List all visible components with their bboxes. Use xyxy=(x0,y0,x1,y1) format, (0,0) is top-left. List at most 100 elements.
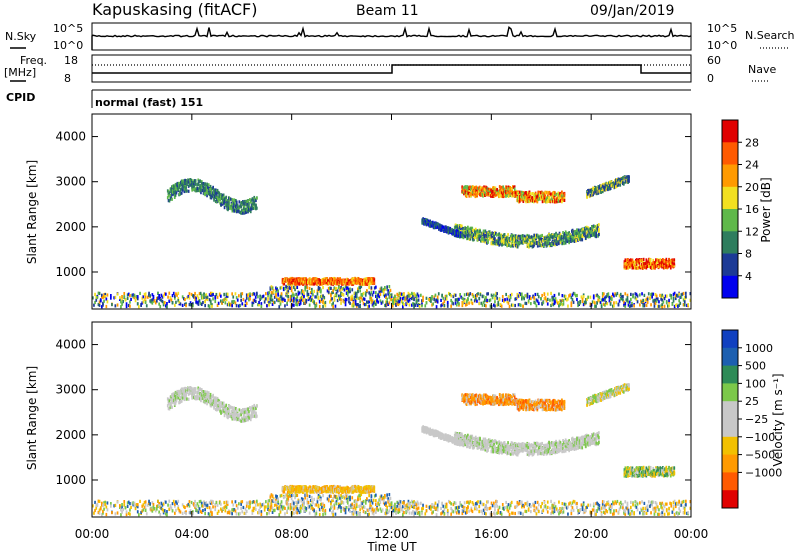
power-cell xyxy=(533,239,536,243)
power-cell xyxy=(483,235,486,239)
power-cell xyxy=(502,194,505,199)
power-cell xyxy=(272,290,275,294)
power-cell xyxy=(463,186,465,190)
power-cell xyxy=(316,289,319,293)
power-cell xyxy=(545,196,547,200)
power-cell xyxy=(214,188,217,192)
power-cell xyxy=(463,192,465,196)
power-cell xyxy=(516,244,519,248)
power-cell xyxy=(110,296,112,300)
power-cell xyxy=(504,187,506,191)
power-cell xyxy=(642,298,644,302)
power-cell xyxy=(466,187,469,191)
power-cell xyxy=(295,292,297,296)
power-cell xyxy=(270,285,273,289)
power-cell xyxy=(486,190,489,194)
power-cell xyxy=(313,301,315,305)
power-cell xyxy=(564,294,567,299)
power-cell xyxy=(678,292,680,296)
power-cell xyxy=(592,224,595,228)
velocity-cell xyxy=(245,509,248,513)
power-cell xyxy=(185,186,187,190)
power-cell xyxy=(339,281,341,285)
power-cell xyxy=(289,286,292,290)
power-cell xyxy=(101,293,103,297)
power-cell xyxy=(507,233,509,237)
power-cell xyxy=(535,193,538,197)
power-cell xyxy=(232,205,235,209)
power-cell xyxy=(239,204,242,208)
power-cell xyxy=(211,293,213,297)
velocity-cell xyxy=(279,494,282,498)
velocity-cell xyxy=(235,504,238,508)
power-cell xyxy=(579,229,582,233)
power-cell xyxy=(557,191,560,195)
velocity-cell xyxy=(252,500,255,504)
power-cell xyxy=(515,236,518,240)
power-cell xyxy=(366,282,369,286)
power-cell xyxy=(544,297,547,301)
power-cell xyxy=(498,298,501,302)
velocity-cell xyxy=(98,508,101,512)
power-cell xyxy=(375,291,377,295)
power-cell xyxy=(225,199,228,203)
power-cell xyxy=(547,199,549,203)
power-cell xyxy=(371,300,374,304)
power-cell xyxy=(319,279,321,283)
power-cell xyxy=(204,193,207,197)
power-cell xyxy=(418,305,421,309)
power-cell xyxy=(227,202,229,206)
power-cell xyxy=(116,303,119,307)
power-cell xyxy=(546,197,548,201)
colorbar-segment xyxy=(722,231,738,254)
power-cell xyxy=(279,302,282,306)
velocity-cell xyxy=(256,499,258,503)
power-cell xyxy=(421,221,424,225)
velocity-cell xyxy=(265,505,267,509)
power-cell xyxy=(242,211,244,215)
power-cell xyxy=(679,295,682,299)
power-cell xyxy=(496,190,498,195)
power-cell xyxy=(662,266,665,270)
power-cell xyxy=(556,200,559,204)
power-cell xyxy=(525,240,528,244)
power-cell xyxy=(209,184,212,189)
power-cell xyxy=(191,186,193,190)
power-cell xyxy=(598,223,600,227)
power-cell xyxy=(127,303,130,308)
power-cell xyxy=(354,299,357,303)
power-cell xyxy=(251,303,254,307)
power-cell xyxy=(371,303,374,307)
power-cell xyxy=(236,298,239,302)
power-cell xyxy=(400,292,403,296)
power-cell xyxy=(352,301,355,305)
power-cell xyxy=(280,297,283,301)
power-cell xyxy=(559,191,561,196)
power-cell xyxy=(513,187,516,191)
power-cell xyxy=(221,198,224,202)
power-cell xyxy=(466,185,469,189)
power-cell xyxy=(208,293,211,297)
power-cell xyxy=(388,295,391,299)
power-cell xyxy=(181,188,184,192)
power-cell xyxy=(349,280,352,284)
power-cell xyxy=(139,291,141,295)
station-title: Kapuskasing (fitACF) xyxy=(92,0,257,19)
power-cell xyxy=(537,295,540,299)
power-cell xyxy=(499,188,502,192)
power-cell xyxy=(200,296,203,300)
power-cell xyxy=(496,292,498,296)
power-cell xyxy=(351,304,354,308)
power-cell xyxy=(515,234,517,238)
power-cell xyxy=(508,304,511,309)
power-cell xyxy=(494,186,497,190)
power-cell xyxy=(194,188,197,192)
power-cell xyxy=(350,282,353,286)
velocity-cell xyxy=(265,500,267,504)
power-cell xyxy=(668,298,670,302)
power-cell xyxy=(523,234,526,238)
power-cell xyxy=(184,302,186,306)
power-cell xyxy=(508,298,511,302)
power-cell xyxy=(175,191,178,195)
power-cell xyxy=(199,185,201,189)
